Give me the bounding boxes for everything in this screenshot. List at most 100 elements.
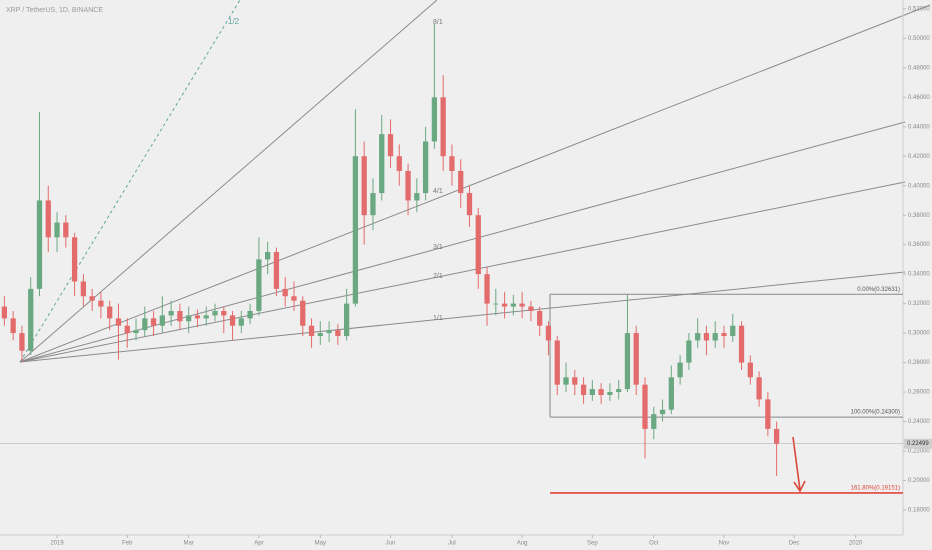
candle-body: [212, 310, 218, 316]
y-tick-label: 0.50000: [908, 36, 930, 42]
x-tick-label: Nov: [719, 541, 730, 547]
candle-body: [572, 377, 578, 385]
candle-body: [115, 318, 122, 326]
x-tick-label: Aug: [517, 541, 528, 547]
x-tick-label: Oct: [649, 541, 659, 547]
fan-label: 1/2: [228, 17, 240, 26]
candle-body: [607, 392, 613, 395]
candle-body: [238, 318, 244, 326]
x-tick-label: May: [315, 541, 326, 547]
y-tick-label: 0.44000: [908, 124, 930, 130]
y-tick-label: 0.38000: [908, 213, 930, 219]
fan-label: 8/1: [433, 19, 443, 26]
candle-body: [545, 325, 552, 341]
candle-body: [616, 389, 622, 393]
candle-body: [598, 389, 604, 395]
fib-label: 0.00%(0.32631): [857, 287, 900, 293]
candle-body: [774, 428, 780, 444]
y-tick-label: 0.18000: [908, 508, 930, 514]
candle-body: [194, 315, 201, 319]
candle-body: [563, 377, 569, 385]
candle-body: [133, 330, 139, 334]
candle-body: [414, 193, 420, 201]
fan-line: [19, 121, 906, 363]
candle-body: [98, 300, 104, 307]
fan-line: [19, 4, 931, 363]
candle-body: [265, 252, 271, 260]
candle-body: [747, 362, 753, 378]
candle-body: [651, 414, 657, 429]
candle-body: [326, 330, 332, 334]
candle-body: [308, 325, 315, 337]
candle-body: [256, 259, 262, 311]
candle-body: [54, 222, 60, 238]
arrow-shaft: [792, 436, 801, 491]
candle-body: [633, 333, 639, 385]
candle-body: [677, 362, 683, 378]
y-tick-label: 0.22000: [908, 449, 930, 455]
x-tick-label: Sep: [587, 541, 598, 547]
candle-body: [168, 310, 174, 316]
candle-body: [431, 97, 438, 142]
candle-body: [247, 310, 253, 319]
x-tick-label: Mar: [184, 541, 194, 547]
candle-body: [36, 200, 43, 289]
candle-body: [335, 330, 341, 337]
candle-body: [589, 389, 595, 395]
candle-body: [440, 97, 446, 157]
candle-body: [387, 134, 394, 157]
candle-body: [379, 134, 385, 194]
x-tick-label: Dec: [789, 541, 800, 547]
x-tick-label: 2019: [50, 541, 64, 547]
candle-body: [352, 156, 359, 304]
candle-body: [361, 156, 367, 216]
candle-body: [624, 333, 631, 390]
candle-body: [142, 318, 148, 331]
candle-body: [730, 325, 736, 337]
fan-label: 3/1: [433, 244, 443, 251]
candle-body: [80, 281, 86, 297]
candle-body: [28, 288, 34, 351]
y-tick-label: 0.26000: [908, 390, 930, 396]
last-price-box: [904, 438, 932, 449]
x-tick-label: Apr: [254, 541, 263, 547]
candle-body: [721, 333, 727, 337]
x-tick-label: 2020: [849, 541, 863, 547]
fan-line: [19, 0, 438, 363]
candle-body: [422, 141, 429, 194]
candle-body: [317, 333, 323, 337]
candle-body: [501, 303, 508, 307]
candle-body: [344, 303, 350, 337]
fib-label: 161.80%(0.19151): [851, 486, 900, 492]
candle-body: [71, 237, 78, 282]
y-tick-label: 0.46000: [908, 95, 930, 101]
candle-body: [580, 384, 587, 395]
candle-body: [510, 303, 516, 307]
candle-body: [177, 310, 183, 322]
chart-title: XRP / TetherUS, 1D, BINANCE: [6, 7, 103, 14]
x-tick-label: Jul: [448, 541, 456, 547]
candle-body: [186, 315, 192, 322]
candle-body: [300, 300, 306, 326]
y-tick-label: 0.28000: [908, 360, 930, 366]
y-tick-label: 0.36000: [908, 242, 930, 248]
y-tick-label: 0.24000: [908, 419, 930, 425]
fan-label: 2/1: [433, 273, 443, 280]
candle-body: [738, 325, 745, 363]
candle-body: [659, 409, 666, 415]
candle-body: [107, 306, 113, 319]
candle-body: [686, 340, 692, 363]
fan-label: 1/1: [433, 315, 443, 322]
candle-body: [458, 170, 464, 194]
candle-body: [89, 296, 95, 301]
candle-body: [124, 325, 130, 334]
last-price-label: 0.22499: [907, 441, 929, 447]
candle-body: [370, 193, 376, 216]
y-tick-label: 0.52000: [908, 6, 930, 12]
candle-body: [466, 193, 473, 216]
candle-body: [10, 318, 16, 334]
y-tick-label: 0.42000: [908, 154, 930, 160]
candle-body: [712, 333, 718, 341]
